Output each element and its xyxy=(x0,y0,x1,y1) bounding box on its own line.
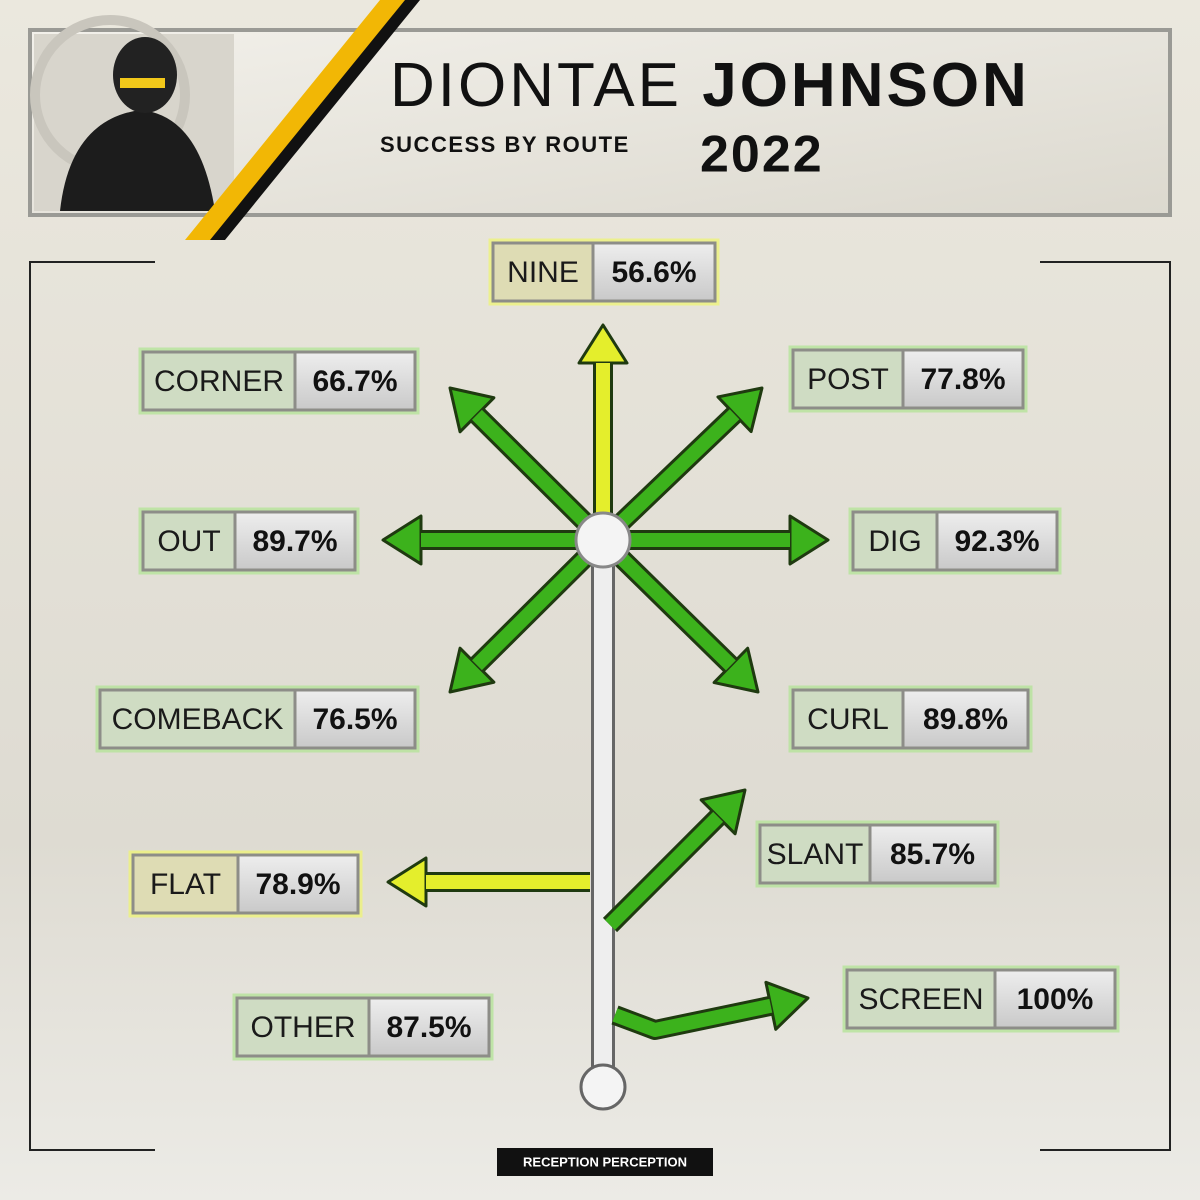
bracket-left xyxy=(29,261,155,1151)
route-rate: 89.7% xyxy=(252,525,337,558)
subtitle: SUCCESS BY ROUTE xyxy=(380,132,630,157)
helmet xyxy=(113,37,177,113)
label-name-box xyxy=(758,823,872,885)
label-glow xyxy=(232,993,494,1061)
footer-brand: RECEPTION PERCEPTION xyxy=(523,1154,687,1169)
route-rate: 77.8% xyxy=(920,363,1005,396)
route-name: SLANT xyxy=(767,838,864,871)
visor xyxy=(120,78,165,88)
label-value-box xyxy=(935,510,1059,572)
route-tree xyxy=(381,323,830,1111)
label-glow xyxy=(842,965,1120,1033)
label-name-box xyxy=(98,688,297,750)
label-glow xyxy=(788,345,1028,413)
route-arrow xyxy=(472,409,608,545)
first-name: DIONTAE xyxy=(390,51,682,120)
label-value-box xyxy=(901,348,1025,410)
label-value-box xyxy=(293,350,417,412)
stripe-black xyxy=(210,0,420,240)
route-rate: 78.9% xyxy=(255,868,340,901)
route-rate: 100% xyxy=(1017,983,1094,1016)
route-name: NINE xyxy=(507,256,579,289)
label-name-box xyxy=(491,241,595,303)
route-arrow xyxy=(612,998,773,1037)
bracket-right xyxy=(1040,261,1171,1151)
label-name-box xyxy=(791,688,905,750)
route-arrowhead xyxy=(448,386,496,434)
stripe-yellow xyxy=(185,0,410,240)
route-name: CORNER xyxy=(154,365,284,398)
label-name-box xyxy=(845,968,997,1030)
route-name: CURL xyxy=(807,703,889,736)
label-value-box xyxy=(293,688,417,750)
footer-badge xyxy=(497,1148,713,1176)
label-value-box xyxy=(591,241,717,303)
route-arrow xyxy=(605,811,724,930)
route-name: SCREEN xyxy=(858,983,983,1016)
last-name: JOHNSON xyxy=(702,51,1030,120)
jersey xyxy=(60,110,215,211)
title: DIONTAE JOHNSON xyxy=(390,51,1030,120)
route-name: OUT xyxy=(157,525,220,558)
route-rate: 87.5% xyxy=(386,1011,471,1044)
year: 2022 xyxy=(700,126,824,184)
route-labels: NINE 56.6% CORNER 66.7% POST 77.8% OUT 89.7% DIG… xyxy=(95,238,1120,1061)
label-glow xyxy=(488,238,720,306)
label-name-box xyxy=(141,510,237,572)
player-photo xyxy=(30,15,234,211)
label-name-box xyxy=(141,350,297,412)
label-value-box xyxy=(367,996,491,1058)
route-arrow xyxy=(472,535,608,671)
route-rate: 92.3% xyxy=(954,525,1039,558)
label-glow xyxy=(138,347,420,415)
route-rate: 85.7% xyxy=(890,838,975,871)
label-name-box xyxy=(791,348,905,410)
label-name-box xyxy=(851,510,939,572)
label-value-box xyxy=(236,853,360,915)
route-arrow xyxy=(598,409,740,546)
route-rate: 89.8% xyxy=(923,703,1008,736)
route-name: POST xyxy=(807,363,889,396)
route-arrow xyxy=(598,535,736,671)
label-glow xyxy=(138,507,360,575)
label-value-box xyxy=(233,510,357,572)
label-value-box xyxy=(868,823,997,885)
label-glow xyxy=(848,507,1062,575)
hub xyxy=(574,511,632,569)
route-name: DIG xyxy=(868,525,921,558)
label-glow xyxy=(95,685,420,753)
route-name: OTHER xyxy=(251,1011,356,1044)
label-name-box xyxy=(235,996,371,1058)
route-name: COMEBACK xyxy=(112,703,284,736)
route-rate: 56.6% xyxy=(611,256,696,289)
label-value-box xyxy=(901,688,1030,750)
route-name: FLAT xyxy=(150,868,221,901)
label-glow xyxy=(755,820,1000,888)
label-value-box xyxy=(993,968,1117,1030)
start-point xyxy=(579,1063,627,1111)
route-rate: 66.7% xyxy=(312,365,397,398)
label-glow xyxy=(788,685,1033,753)
route-rate: 76.5% xyxy=(312,703,397,736)
label-glow xyxy=(128,850,363,918)
